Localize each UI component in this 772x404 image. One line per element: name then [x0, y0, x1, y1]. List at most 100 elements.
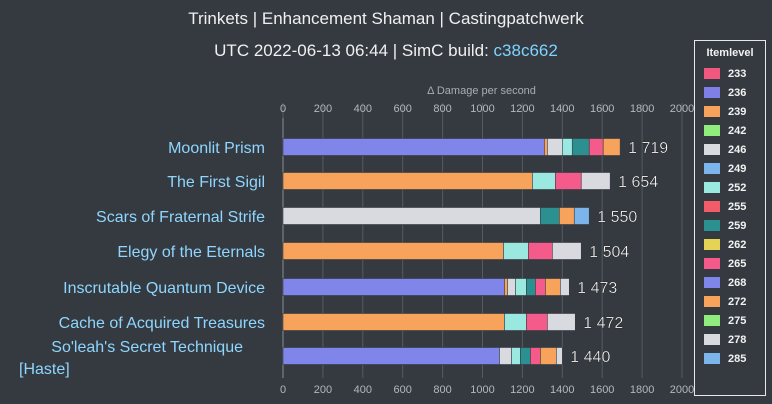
tick-label-bottom: 1200: [510, 384, 534, 396]
legend-swatch: [704, 334, 720, 345]
legend-label: 255: [728, 200, 747, 213]
tick-label-top: 400: [354, 103, 372, 115]
chart-subtitle: UTC 2022-06-13 06:44 | SimC build: c38c6…: [0, 41, 772, 61]
legend-item[interactable]: 249: [695, 159, 765, 178]
legend-swatch: [704, 315, 720, 326]
legend-swatch: [704, 87, 720, 98]
bar-segment: [520, 347, 531, 365]
bar-segment: [282, 138, 545, 156]
tick-label-top: 2000: [670, 103, 694, 115]
value-label: 1 550: [597, 209, 637, 226]
legend-item[interactable]: 236: [695, 83, 765, 102]
tick-label-bottom: 1800: [630, 384, 654, 396]
legend-swatch: [704, 163, 720, 174]
legend-item[interactable]: 255: [695, 197, 765, 216]
bar-segment: [532, 172, 556, 190]
tick-label-bottom: 1400: [550, 384, 574, 396]
legend-swatch: [704, 125, 720, 136]
tick-label-top: 1000: [470, 103, 494, 115]
tick-label-top: 1600: [590, 103, 614, 115]
value-label: 1 440: [570, 349, 610, 366]
legend-item[interactable]: 268: [695, 273, 765, 292]
legend-item[interactable]: 259: [695, 216, 765, 235]
legend-swatch: [704, 296, 720, 307]
legend-label: 278: [728, 333, 747, 346]
value-label: 1 473: [577, 280, 617, 297]
build-link[interactable]: c38c662: [493, 41, 558, 60]
bar-segment: [547, 313, 576, 331]
legend-item[interactable]: 275: [695, 311, 765, 330]
legend-swatch: [704, 201, 720, 212]
legend-label: 262: [728, 238, 747, 251]
category-label: Cache of Acquired Treasures: [59, 315, 265, 332]
bar-segment: [511, 347, 521, 365]
value-label: 1 654: [618, 174, 658, 191]
bar-segment: [602, 138, 621, 156]
tick-label-bottom: 2000: [670, 384, 694, 396]
category-label: So'leah's Secret Technique [Haste]: [19, 339, 243, 378]
bar-segment: [580, 172, 611, 190]
subtitle-prefix: UTC 2022-06-13 06:44 | SimC build:: [214, 41, 494, 60]
legend-item[interactable]: 239: [695, 102, 765, 121]
category-label: Elegy of the Eternals: [117, 244, 265, 261]
bar-segment: [573, 207, 590, 225]
legend-item[interactable]: 262: [695, 235, 765, 254]
legend: Itemlevel 233 236 239 242 246 249 252 255 259 262…: [694, 40, 766, 396]
category-label: Moonlit Prism: [168, 140, 265, 157]
bar-segment: [571, 138, 590, 156]
bar-segment: [535, 278, 546, 296]
bar-segment: [588, 138, 604, 156]
tick-label-bottom: 0: [280, 384, 286, 396]
legend-item[interactable]: 252: [695, 178, 765, 197]
legend-label: 272: [728, 295, 747, 308]
legend-label: 242: [728, 124, 747, 137]
tick-label-bottom: 200: [314, 384, 332, 396]
tick-label-bottom: 600: [394, 384, 412, 396]
value-label: 1 504: [589, 244, 629, 261]
bar-segment: [555, 172, 582, 190]
legend-label: 249: [728, 162, 747, 175]
legend-label: 236: [728, 86, 747, 99]
category-label: The First Sigil: [167, 174, 265, 191]
legend-item[interactable]: 272: [695, 292, 765, 311]
bar-segment: [560, 278, 570, 296]
legend-item[interactable]: 265: [695, 254, 765, 273]
legend-swatch: [704, 239, 720, 250]
bar-segment: [559, 207, 575, 225]
bar-segment: [552, 242, 582, 260]
legend-swatch: [704, 353, 720, 364]
bar-segment: [547, 138, 563, 156]
category-label: Scars of Fraternal Strife: [96, 209, 265, 226]
tick-label-top: 1800: [630, 103, 654, 115]
legend-swatch: [704, 68, 720, 79]
legend-item[interactable]: 233: [695, 64, 765, 83]
legend-label: 268: [728, 276, 747, 289]
legend-swatch: [704, 144, 720, 155]
bar-segment: [528, 242, 553, 260]
bar-segment: [556, 347, 563, 365]
bar-segment: [526, 313, 548, 331]
legend-item[interactable]: 285: [695, 349, 765, 368]
bar-segment: [544, 138, 548, 156]
tick-label-top: 1200: [510, 103, 534, 115]
bar-segment: [540, 347, 557, 365]
legend-item[interactable]: 246: [695, 140, 765, 159]
tick-label-top: 800: [433, 103, 451, 115]
tick-label-bottom: 1000: [470, 384, 494, 396]
bar-segment: [282, 278, 505, 296]
legend-swatch: [704, 106, 720, 117]
tick-label-top: 1400: [550, 103, 574, 115]
bar-segment: [530, 347, 541, 365]
bar-segment: [282, 313, 505, 331]
legend-swatch: [704, 277, 720, 288]
bar-segment: [561, 138, 573, 156]
legend-label: 285: [728, 352, 747, 365]
tick-label-top: 0: [280, 103, 286, 115]
legend-item[interactable]: 242: [695, 121, 765, 140]
legend-label: 259: [728, 219, 747, 232]
tick-label-top: 200: [314, 103, 332, 115]
legend-item[interactable]: 278: [695, 330, 765, 349]
legend-swatch: [704, 220, 720, 231]
bar-segment: [507, 278, 516, 296]
